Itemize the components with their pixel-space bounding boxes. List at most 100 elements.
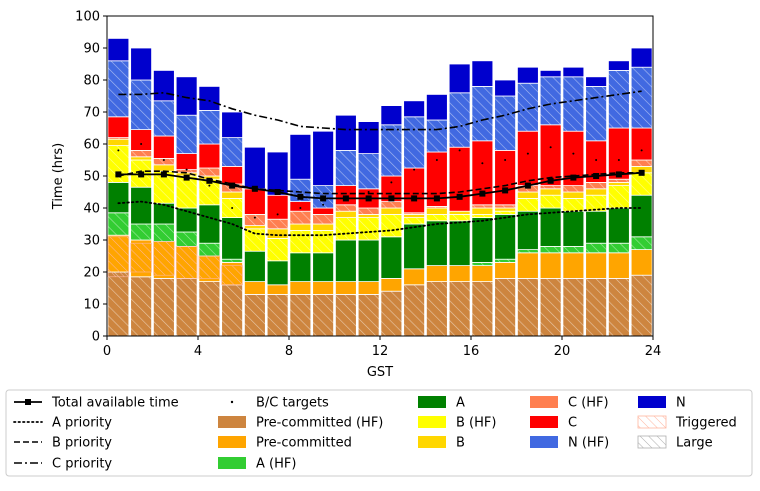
legend-item-a: A xyxy=(418,396,465,411)
bar-hatch-pre-committed-hf xyxy=(449,281,471,336)
x-tick-label: 24 xyxy=(645,344,662,359)
bar-hatch-a-hf xyxy=(153,224,175,242)
bar-segment-a xyxy=(380,236,403,279)
bar-hatch-n-hf xyxy=(107,60,129,117)
b-priority-line xyxy=(118,170,642,195)
legend-item-n: N xyxy=(638,396,686,411)
bc-target-point xyxy=(185,168,188,171)
y-tick-label: 50 xyxy=(83,170,100,185)
triggered-overlay xyxy=(107,236,130,278)
total-time-marker xyxy=(206,177,213,184)
bar-hatch-pre-committed-hf xyxy=(608,278,630,336)
bar-hatch-a-hf xyxy=(608,243,630,253)
bar-segment-c xyxy=(221,165,243,185)
bar-hatch-a-hf xyxy=(540,246,562,253)
bar-segment-pre-committed xyxy=(494,261,516,279)
bar-segment-pre-committed xyxy=(448,265,471,283)
bar-hatch-pre-committed-hf xyxy=(631,275,653,336)
bar-hatch-n-hf xyxy=(631,67,653,128)
bc-target-point xyxy=(481,162,484,165)
bar-hatch-c-hf xyxy=(562,185,584,192)
bar-segment-pre-committed xyxy=(380,277,403,292)
y-tick-label: 80 xyxy=(83,74,100,89)
x-tick-label: 0 xyxy=(103,344,111,359)
bar-segment-a xyxy=(289,252,312,283)
legend-frame xyxy=(5,389,753,477)
bar-segment-c xyxy=(244,188,266,215)
total-time-marker xyxy=(479,190,486,197)
bar-hatch-b-hf xyxy=(198,179,220,205)
bar-segment-n xyxy=(198,86,221,111)
bar-hatch-n-hf xyxy=(449,92,471,148)
legend-item-large: Large xyxy=(637,436,713,451)
bc-target-point xyxy=(162,159,165,161)
bar-segment-n xyxy=(266,151,289,196)
bar-segment-n xyxy=(289,133,312,180)
bar-hatch-c-hf xyxy=(289,211,311,224)
legend-color-swatch xyxy=(418,416,446,428)
y-tick-label: 10 xyxy=(83,298,100,313)
bar-segment-n xyxy=(380,105,403,126)
bar-hatch-b-hf xyxy=(335,217,357,240)
bar-segment-c xyxy=(494,149,516,206)
bar-segment-pre-committed xyxy=(539,252,562,279)
bar-hatch-b-hf xyxy=(471,214,493,218)
bar-segment-a xyxy=(403,223,425,270)
triggered-overlay xyxy=(175,246,198,279)
bar-hatch-b-hf xyxy=(562,198,584,212)
bar-hatch-pre-committed-hf xyxy=(517,278,539,336)
legend: Total available time A priority B priority… xyxy=(5,389,753,477)
bar-hatch-n-hf xyxy=(358,153,380,189)
legend-item-b-hf: B (HF) xyxy=(418,416,496,431)
bar-segment-a xyxy=(312,252,334,283)
bar-hatch-pre-committed-hf xyxy=(471,281,493,336)
bar-segment-c xyxy=(198,143,221,169)
legend-label: N xyxy=(676,396,686,411)
bar-hatch-pre-committed-hf xyxy=(244,294,266,336)
total-time-marker xyxy=(502,187,509,194)
bar-segment-a xyxy=(608,207,630,244)
bar-hatch-c-hf xyxy=(585,182,607,189)
triggered-overlay xyxy=(198,255,221,279)
bar-hatch-b-hf xyxy=(540,195,562,208)
legend-color-swatch xyxy=(530,416,558,428)
bar-segment-n xyxy=(585,76,607,87)
legend-color-swatch xyxy=(418,396,446,408)
total-time-marker xyxy=(570,174,577,181)
bar-hatch-c-hf xyxy=(335,204,357,212)
legend-color-swatch xyxy=(218,416,246,428)
bar-hatch-b-hf xyxy=(107,145,129,183)
bar-segment-n xyxy=(471,60,494,87)
bar-hatch-n-hf xyxy=(380,124,402,176)
bar-segment-c xyxy=(312,207,334,215)
y-axis-label: Time (hrs) xyxy=(51,143,66,210)
legend-label: Pre-committed xyxy=(256,436,352,451)
bar-hatch-c-hf xyxy=(380,201,402,208)
total-time-marker xyxy=(615,171,622,178)
bar-hatch-b-hf xyxy=(585,195,607,212)
bar-hatch-a-hf xyxy=(130,224,152,240)
bar-segment-n xyxy=(107,38,130,62)
legend-label: C (HF) xyxy=(568,396,609,411)
bar-hatch-b-hf xyxy=(380,214,402,237)
bar-hatch-pre-committed-hf xyxy=(107,272,129,336)
bar-hatch-pre-committed-hf xyxy=(403,284,425,336)
bar-segment-pre-committed xyxy=(335,281,357,295)
bar-hatch-n-hf xyxy=(221,137,243,167)
bar-hatch-n-hf xyxy=(562,76,584,132)
bar-hatch-c-hf xyxy=(494,204,516,208)
bar-hatch-n-hf xyxy=(335,150,357,186)
bar-hatch-pre-committed-hf xyxy=(562,278,584,336)
bc-target-point xyxy=(435,159,438,161)
bar-segment-a xyxy=(562,210,585,247)
bar-hatch-pre-committed-hf xyxy=(267,294,289,336)
bar-hatch-c-hf xyxy=(631,160,653,167)
priority-lines xyxy=(115,90,645,237)
bar-hatch-b-hf xyxy=(176,176,198,208)
bar-hatch-c-hf xyxy=(358,208,380,215)
bar-segment-b xyxy=(357,213,380,218)
bar-segment-a xyxy=(244,250,266,282)
bar-segment-n xyxy=(244,146,266,190)
bar-segment-n xyxy=(539,70,562,78)
